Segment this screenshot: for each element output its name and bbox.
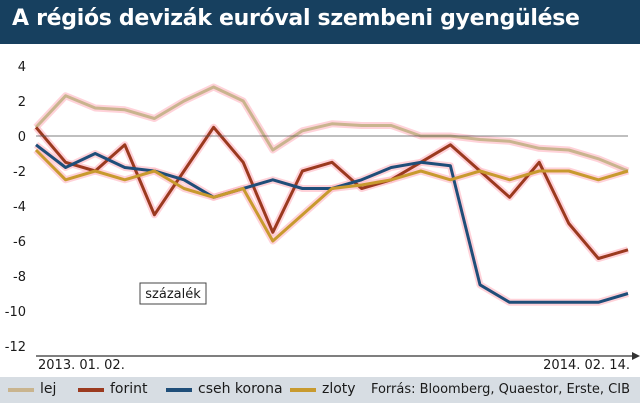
y-tick-label: -8 xyxy=(13,270,26,285)
x-axis: 2013. 01. 02. 2014. 02. 14. xyxy=(36,352,640,373)
y-tick-label: 2 xyxy=(18,95,26,110)
unit-label: százalék xyxy=(145,287,201,302)
series-glow-lej xyxy=(33,83,630,175)
y-tick-label: -12 xyxy=(5,340,26,355)
series-lines xyxy=(33,83,630,306)
x-end-label: 2014. 02. 14. xyxy=(543,358,630,373)
y-tick-label: 0 xyxy=(18,130,26,145)
legend-swatch-zloty xyxy=(290,388,316,392)
x-axis-arrow xyxy=(632,352,640,360)
y-axis: 4 2 0 -2 -4 -6 -8 -10 -12 xyxy=(5,60,26,355)
legend-swatch-forint xyxy=(78,388,104,392)
legend-label-zloty: zloty xyxy=(322,381,356,397)
legend-swatch-lej xyxy=(8,388,34,392)
y-tick-label: 4 xyxy=(18,60,26,75)
plot-area: 4 2 0 -2 -4 -6 -8 -10 -12 százalék 2013. 01. 02.… xyxy=(5,60,640,373)
y-tick-label: -2 xyxy=(13,165,26,180)
source-note: Forrás: Bloomberg, Quaestor, Erste, CIB xyxy=(370,382,630,397)
chart-title: A régiós devizák euróval szembeni gyengü… xyxy=(0,0,640,44)
unit-label-box: százalék xyxy=(139,282,207,305)
x-start-label: 2013. 01. 02. xyxy=(38,358,125,373)
y-tick-label: -6 xyxy=(13,235,26,250)
legend-label-forint: forint xyxy=(110,381,148,397)
legend-label-lej: lej xyxy=(40,381,57,397)
series-line-zloty xyxy=(34,148,629,243)
legend: lej forint cseh korona zloty Forrás: Blo… xyxy=(0,377,640,403)
y-tick-label: -4 xyxy=(13,200,26,215)
y-tick-label: -10 xyxy=(5,305,26,320)
series-line-lej xyxy=(34,85,629,173)
legend-swatch-cseh-korona xyxy=(166,388,192,392)
legend-label-cseh-korona: cseh korona xyxy=(198,381,283,397)
